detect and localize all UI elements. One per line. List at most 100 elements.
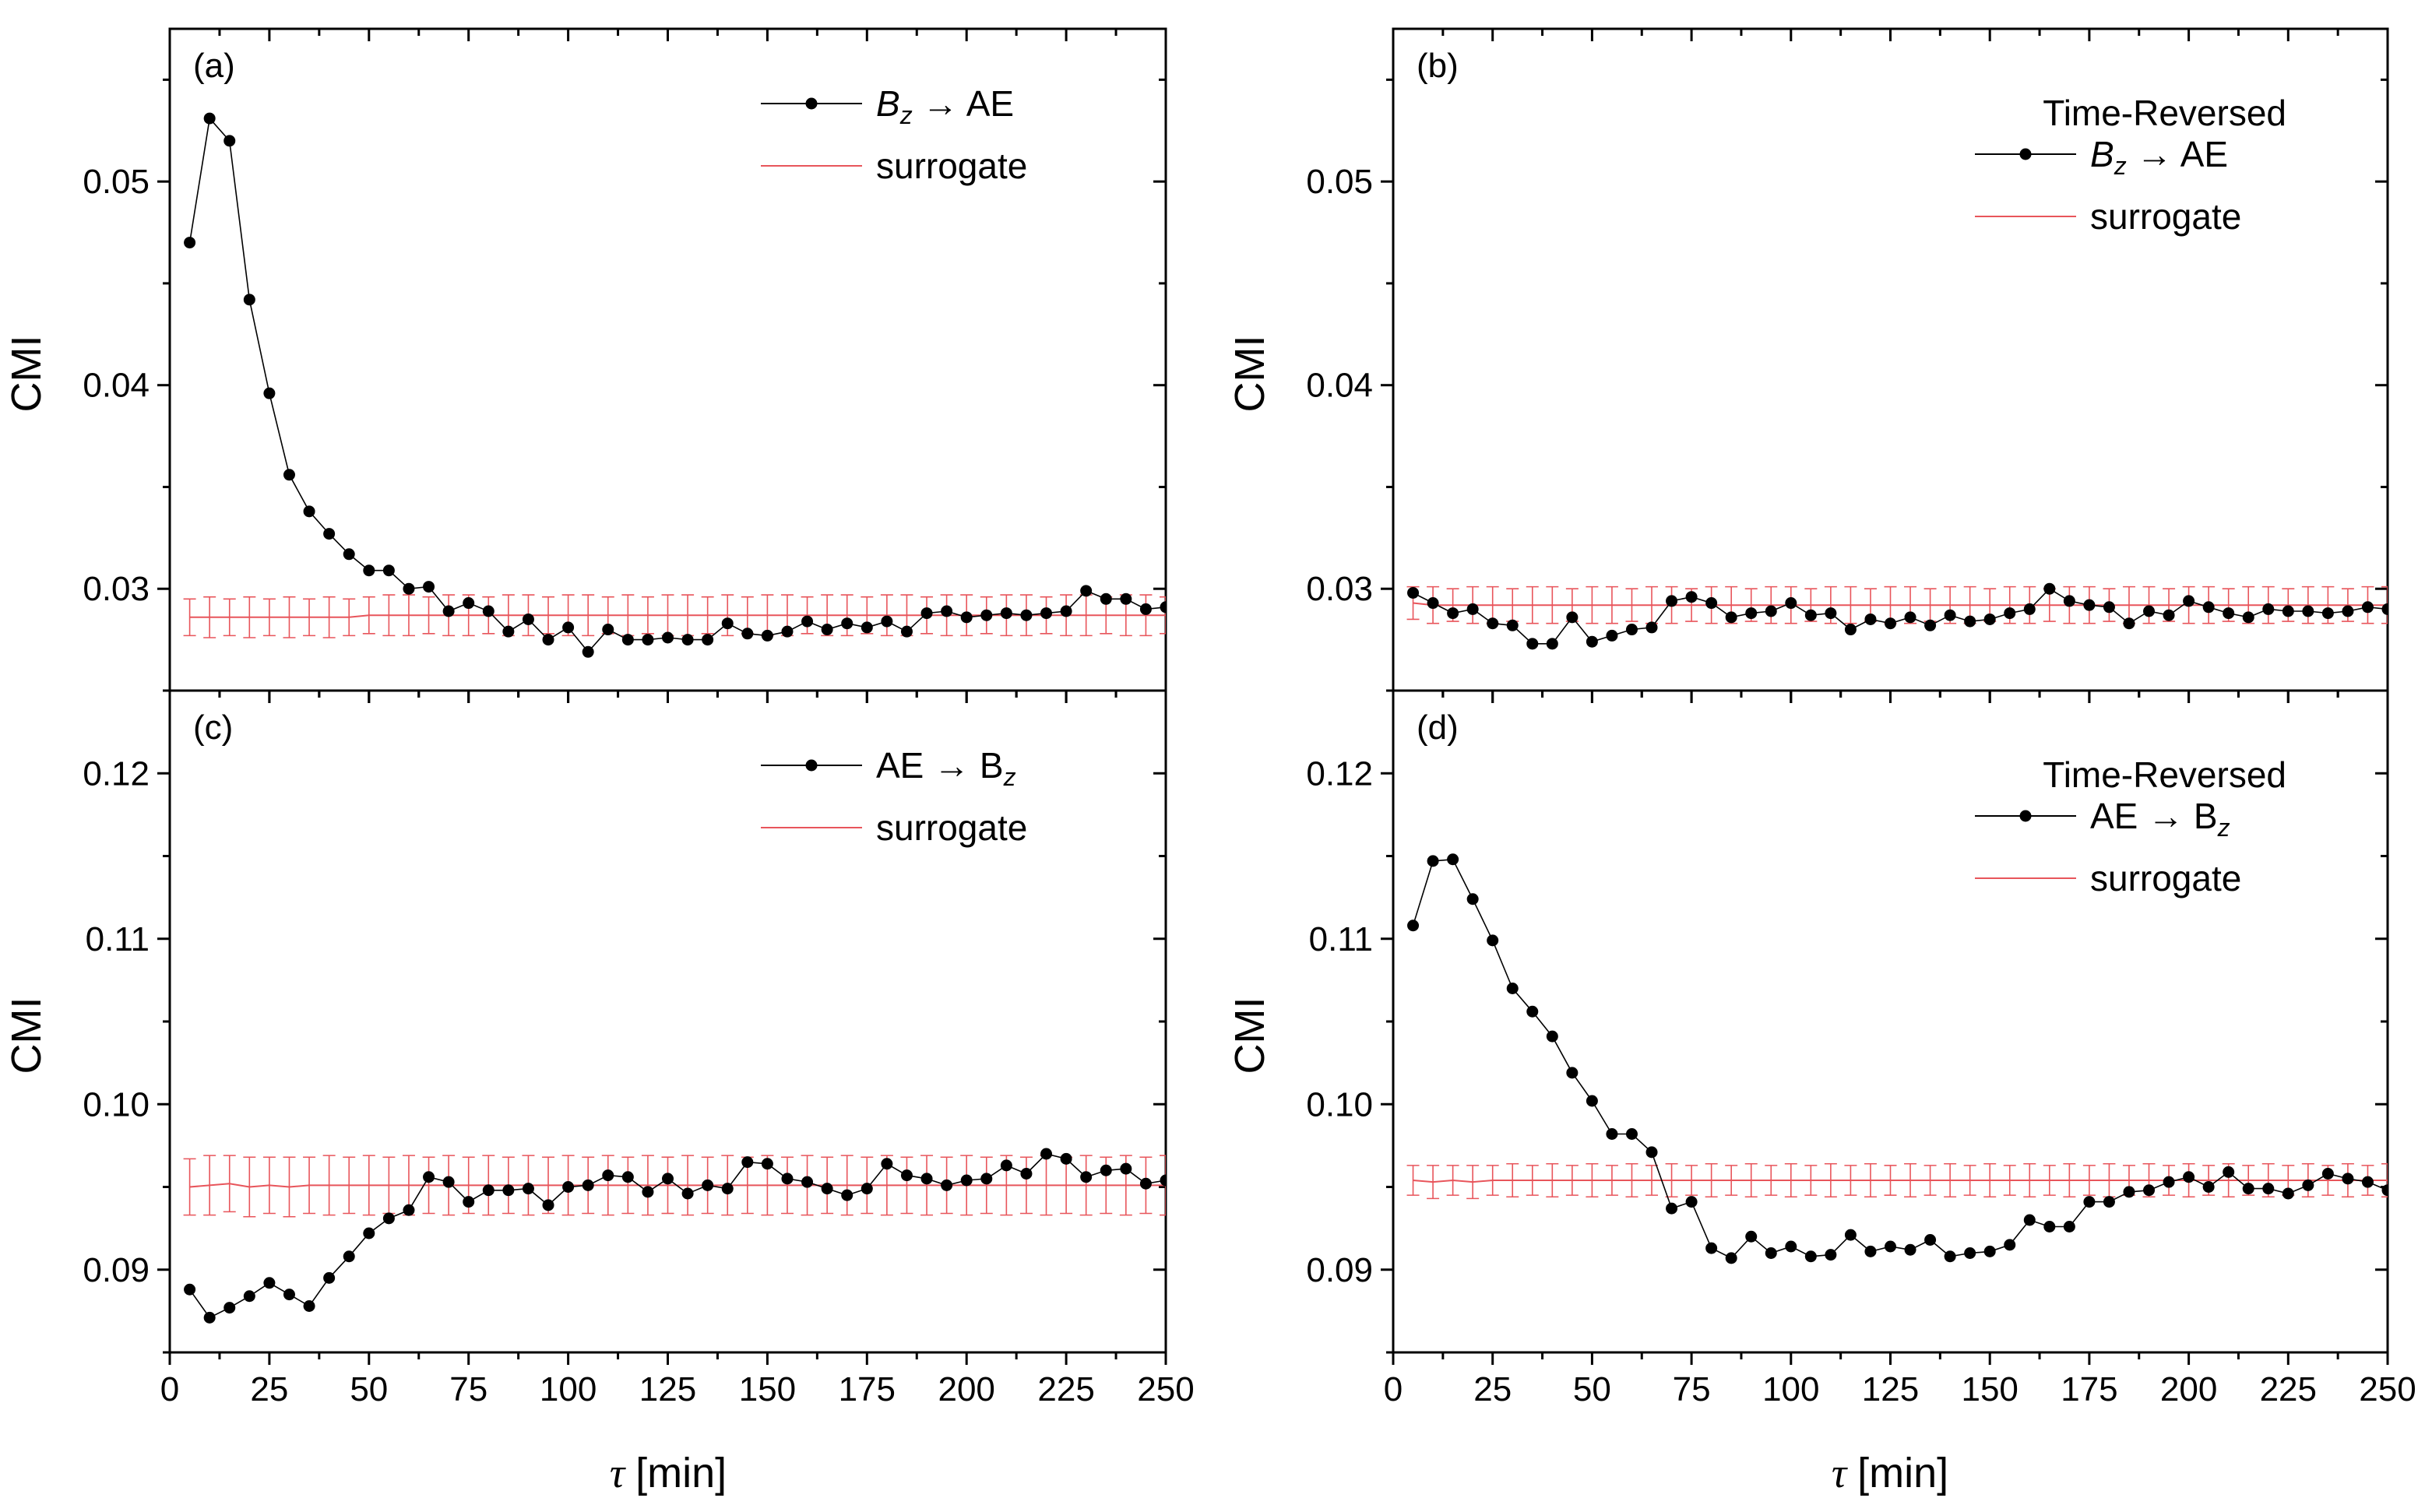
legend: AE → Bz surrogate xyxy=(761,745,1027,848)
plot-frame-a xyxy=(168,27,1167,692)
data-point xyxy=(1944,1250,1956,1263)
x-tick-label: 75 xyxy=(1673,1370,1711,1408)
surrogate-line xyxy=(1413,1179,2388,1183)
y-tick-label: 0.04 xyxy=(83,367,150,405)
data-point xyxy=(980,1173,993,1185)
data-point xyxy=(184,1283,196,1296)
legend-series-marker xyxy=(805,759,818,772)
data-point xyxy=(2063,595,2075,607)
data-point xyxy=(741,628,754,640)
surrogate-errorbar xyxy=(183,598,196,637)
x-tick-label: 0 xyxy=(1384,1370,1403,1408)
data-point xyxy=(681,1187,694,1200)
data-point xyxy=(1100,592,1112,605)
data-point xyxy=(1427,597,1439,610)
data-point xyxy=(1000,1159,1012,1172)
data-point xyxy=(642,634,654,646)
y-axis-title: CMI xyxy=(1227,336,1273,413)
data-point xyxy=(2321,1168,2334,1180)
data-point xyxy=(1566,1067,1579,1079)
x-tick-label: 50 xyxy=(1573,1370,1611,1408)
data-point xyxy=(1645,1146,1658,1159)
data-point xyxy=(602,1169,614,1182)
data-point xyxy=(463,597,475,610)
data-point xyxy=(741,1156,754,1169)
legend-title: Time-Reversed xyxy=(2043,93,2286,133)
data-point xyxy=(960,1174,973,1187)
data-point xyxy=(1120,1162,1132,1175)
data-point xyxy=(662,1173,674,1185)
data-point xyxy=(2143,1184,2156,1197)
data-point xyxy=(602,624,614,636)
data-point xyxy=(482,1184,495,1197)
data-point xyxy=(2342,605,2354,617)
data-point xyxy=(980,609,993,621)
data-point xyxy=(1060,1152,1072,1165)
plot-area xyxy=(1406,582,2388,650)
data-point xyxy=(2361,1176,2374,1188)
data-point xyxy=(861,621,873,634)
data-point xyxy=(1785,1240,1797,1253)
data-point xyxy=(1526,1005,1539,1018)
data-point xyxy=(1139,603,1152,615)
y-tick-label: 0.05 xyxy=(1306,163,1373,201)
x-tick-label: 225 xyxy=(2260,1370,2317,1408)
y-axis-title: CMI xyxy=(3,997,50,1074)
data-point xyxy=(1487,934,1499,947)
data-point xyxy=(2083,599,2096,611)
data-point xyxy=(2004,1239,2016,1251)
data-point xyxy=(2282,1187,2294,1200)
data-point xyxy=(2282,605,2294,617)
data-point xyxy=(2361,601,2374,614)
x-tick-label: 225 xyxy=(1037,1370,1094,1408)
surrogate-errorbar xyxy=(1160,1155,1166,1216)
data-point xyxy=(941,1179,953,1191)
x-axis-title-right: τ [min] xyxy=(1832,1450,1948,1496)
x-tick-label: 25 xyxy=(1473,1370,1512,1408)
data-point xyxy=(243,1290,255,1303)
x-tick-label: 175 xyxy=(2061,1370,2117,1408)
data-point xyxy=(2103,1196,2115,1208)
data-point xyxy=(1844,1229,1857,1241)
series-line xyxy=(188,117,1166,653)
series-line xyxy=(1413,588,2388,645)
data-point xyxy=(482,605,495,617)
data-point xyxy=(223,1302,236,1314)
data-point xyxy=(960,611,973,624)
plot-frame-c xyxy=(168,689,1167,1354)
data-point xyxy=(2143,605,2156,617)
series-line xyxy=(188,1153,1166,1319)
data-point xyxy=(1625,624,1638,636)
y-tick-label: 0.10 xyxy=(83,1085,150,1123)
y-tick-label: 0.09 xyxy=(83,1251,150,1289)
data-point xyxy=(463,1196,475,1208)
data-point xyxy=(1904,611,1916,624)
data-point xyxy=(423,1171,435,1183)
data-point xyxy=(881,615,893,628)
y-tick-label: 0.12 xyxy=(83,754,150,793)
data-point xyxy=(1466,893,1479,905)
data-point xyxy=(2023,1214,2036,1226)
data-point xyxy=(2123,1186,2135,1198)
data-point xyxy=(243,294,255,306)
panel-label: (a) xyxy=(193,47,235,85)
x-tick-label: 150 xyxy=(1961,1370,2018,1408)
panel-label: (d) xyxy=(1417,709,1459,747)
data-point xyxy=(1725,611,1737,624)
data-point xyxy=(1586,1095,1598,1107)
data-point xyxy=(323,528,336,540)
data-point xyxy=(761,629,773,642)
data-point xyxy=(2381,1184,2388,1197)
legend-surrogate-label: surrogate xyxy=(876,807,1027,848)
data-point xyxy=(1606,1128,1618,1140)
y-tick-label: 0.03 xyxy=(1306,570,1373,608)
data-point xyxy=(1100,1164,1112,1176)
legend-surrogate-label: surrogate xyxy=(2090,858,2241,898)
data-point xyxy=(1506,983,1519,994)
y-tick-label: 0.11 xyxy=(1309,920,1373,958)
panel-c: 0 25 50 75 100 125 150 175 200 225 250 0.09 0.10 0.11… xyxy=(3,689,1195,1408)
legend-series-label: Bz → AE xyxy=(2090,134,2228,180)
plot-area xyxy=(183,112,1166,658)
